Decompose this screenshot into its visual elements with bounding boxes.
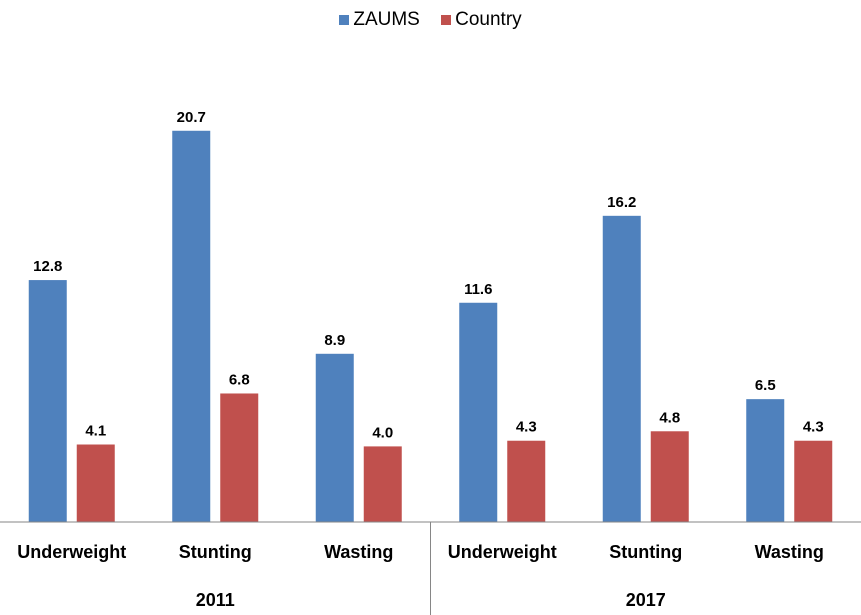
legend-item-country: Country bbox=[441, 9, 522, 31]
data-label-zaums: 16.2 bbox=[607, 194, 636, 211]
bar-zaums bbox=[28, 280, 67, 522]
bar-zaums bbox=[602, 215, 641, 522]
category-label: Underweight bbox=[17, 542, 126, 562]
bar-country bbox=[794, 440, 833, 522]
bar-zaums bbox=[172, 130, 211, 522]
data-label-country: 4.3 bbox=[803, 419, 824, 436]
bar-zaums bbox=[746, 399, 785, 522]
data-label-country: 6.8 bbox=[229, 371, 250, 388]
data-label-country: 4.1 bbox=[85, 423, 106, 440]
group-label: 2017 bbox=[626, 590, 666, 610]
legend-swatch-country bbox=[441, 15, 452, 25]
legend-swatch-zaums bbox=[339, 15, 350, 25]
data-label-zaums: 20.7 bbox=[177, 109, 206, 126]
category-label: Underweight bbox=[448, 542, 557, 562]
group-label: 2011 bbox=[196, 590, 235, 610]
category-label: Wasting bbox=[755, 542, 824, 562]
legend-label-zaums: ZAUMS bbox=[353, 9, 420, 30]
data-label-zaums: 11.6 bbox=[464, 281, 492, 298]
legend-label-country: Country bbox=[455, 9, 522, 30]
category-label: Stunting bbox=[609, 542, 682, 562]
data-label-zaums: 12.8 bbox=[33, 258, 62, 275]
bar-country bbox=[507, 440, 546, 522]
bar-country bbox=[650, 431, 689, 522]
bar-country bbox=[220, 393, 259, 522]
bar-country bbox=[363, 446, 402, 522]
data-label-zaums: 6.5 bbox=[755, 377, 776, 394]
data-label-country: 4.8 bbox=[659, 409, 680, 426]
category-label: Wasting bbox=[324, 542, 393, 562]
bar-zaums bbox=[459, 302, 498, 522]
bar-country bbox=[76, 444, 115, 522]
legend: ZAUMS Country bbox=[0, 9, 861, 31]
data-label-country: 4.0 bbox=[372, 424, 393, 441]
legend-item-zaums: ZAUMS bbox=[339, 9, 420, 31]
category-label: Stunting bbox=[179, 542, 252, 562]
bar-zaums bbox=[315, 353, 354, 522]
data-label-zaums: 8.9 bbox=[324, 332, 345, 349]
data-label-country: 4.3 bbox=[516, 419, 537, 436]
